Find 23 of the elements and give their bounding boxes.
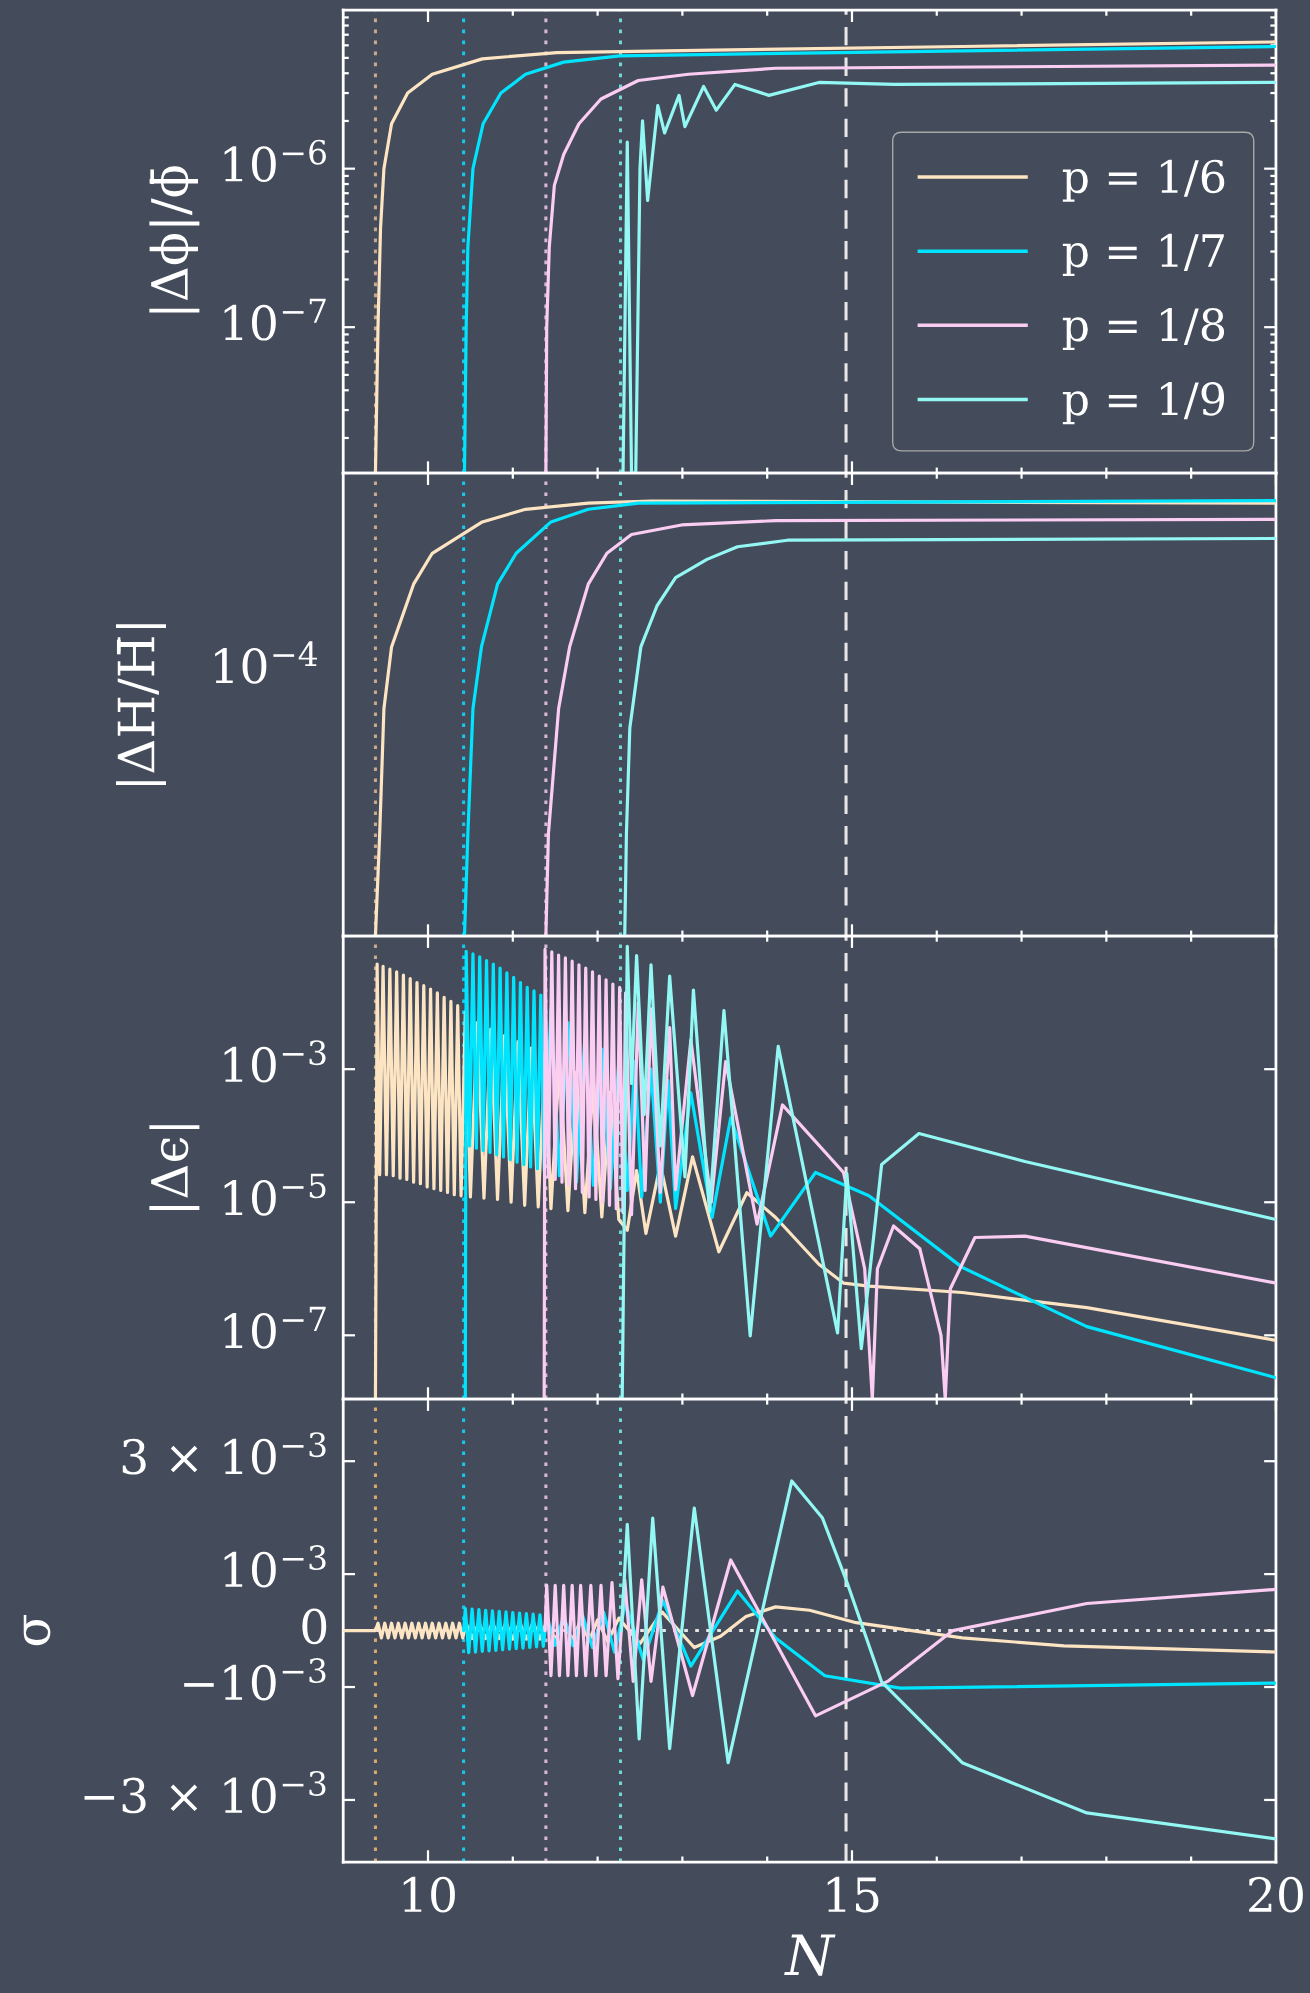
y-tick-label: 10$^{−7}$ [224,1306,326,1349]
y-tick-label: −3 × 10$^{−3}$ [84,1770,326,1814]
y-tick-label: 10$^{−7}$ [224,298,326,341]
y-axis-title: |ΔH/H̄| [116,624,166,786]
x-axis-title: N [784,1934,836,1976]
legend-label: p = 1/8 [1062,307,1225,351]
y-tick-label: 10$^{−3}$ [224,1545,326,1588]
y-tick-label: 10$^{−5}$ [224,1173,326,1216]
y-tick-label: 10$^{−3}$ [224,1040,326,1083]
y-axis-title: σ [23,1614,51,1646]
y-axis-title: |Δϕ|/ϕ̄ [149,166,200,313]
text: 10$^{−4}$ [215,641,317,684]
y-tick-label: 0 [302,1608,327,1645]
legend-label: p = 1/7 [1062,233,1224,276]
legend-label: p = 1/9 [1062,382,1225,425]
x-tick-label: 15 [827,1876,879,1913]
y-axis-title: |Δϵ| [149,1125,200,1211]
x-tick-label: 10 [403,1876,455,1913]
legend-label: p = 1/6 [1062,159,1225,202]
x-tick-label: 20 [1249,1876,1303,1913]
y-tick-label: −10$^{−3}$ [184,1658,326,1701]
y-tick-label: 10$^{−6}$ [224,139,326,183]
y-tick-label: 3 × 10$^{−3}$ [122,1432,326,1475]
